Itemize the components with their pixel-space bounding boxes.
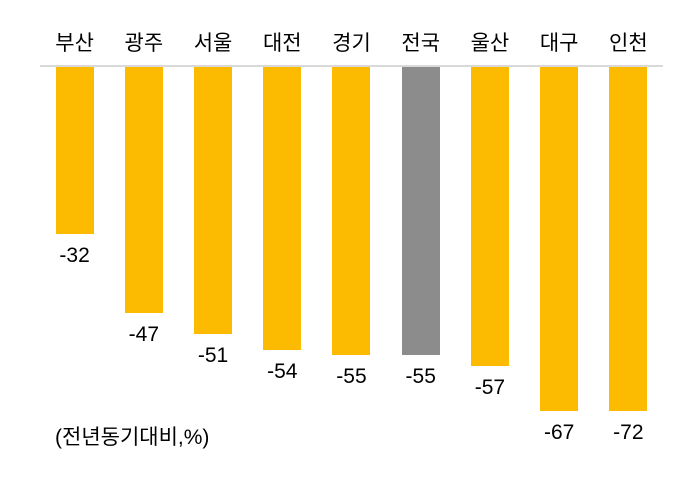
category-label: 경기 (332, 27, 371, 57)
category-label: 부산 (55, 27, 94, 57)
value-label: -55 (336, 365, 366, 389)
bar-col: 광주-47 (109, 65, 178, 445)
bar-col: 경기-55 (317, 65, 386, 445)
bar (56, 65, 94, 234)
value-label: -72 (613, 421, 643, 445)
category-label: 광주 (125, 27, 164, 57)
baseline (40, 65, 663, 67)
bar-col: 전국-55 (386, 65, 455, 445)
bar (471, 65, 509, 366)
bar-col: 서울-51 (178, 65, 247, 445)
value-label: -32 (59, 244, 89, 268)
category-label: 대전 (263, 27, 302, 57)
bar (263, 65, 301, 350)
bar (125, 65, 163, 313)
bar (609, 65, 647, 411)
category-label: 전국 (401, 27, 440, 57)
bar-col: 대전-54 (248, 65, 317, 445)
category-label: 인천 (609, 27, 648, 57)
bar-col: 울산-57 (455, 65, 524, 445)
bar (402, 65, 440, 355)
bars-row: 부산-32광주-47서울-51대전-54경기-55전국-55울산-57대구-67… (40, 65, 663, 445)
footer-note: (전년동기대비,%) (55, 421, 209, 451)
category-label: 울산 (471, 27, 510, 57)
value-label: -67 (544, 421, 574, 445)
category-label: 대구 (540, 27, 579, 57)
value-label: -57 (475, 376, 505, 400)
value-label: -55 (406, 365, 436, 389)
bar (194, 65, 232, 334)
value-label: -47 (129, 323, 159, 347)
plot-area: 부산-32광주-47서울-51대전-54경기-55전국-55울산-57대구-67… (40, 65, 663, 445)
bar-col: 대구-67 (525, 65, 594, 445)
bar (332, 65, 370, 355)
chart-container: 부산-32광주-47서울-51대전-54경기-55전국-55울산-57대구-67… (0, 0, 693, 501)
category-label: 서울 (194, 27, 233, 57)
value-label: -51 (198, 344, 228, 368)
bar-col: 부산-32 (40, 65, 109, 445)
bar (540, 65, 578, 411)
bar-col: 인천-72 (594, 65, 663, 445)
value-label: -54 (267, 360, 297, 384)
